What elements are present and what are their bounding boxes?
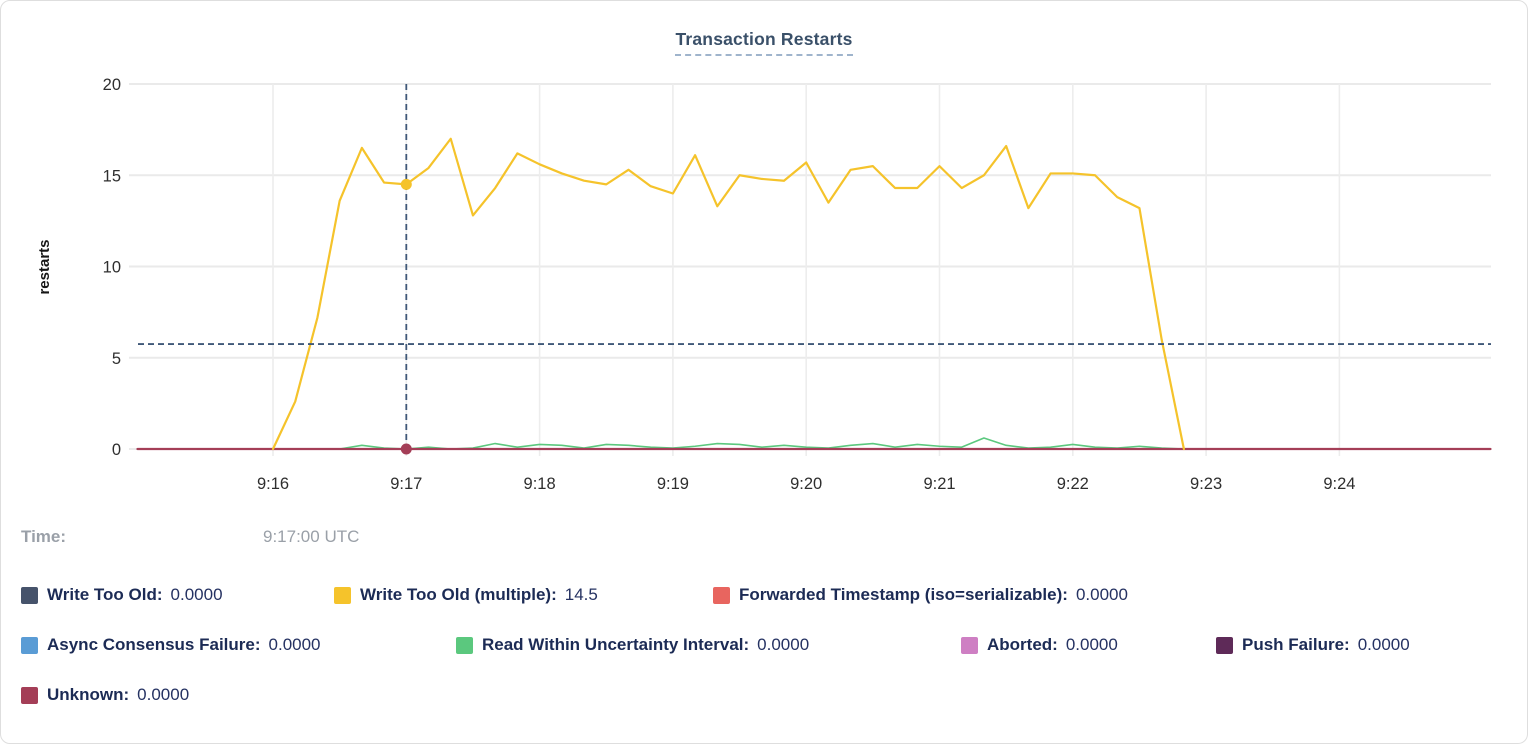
hover-dot-write-too-old-multiple <box>400 178 412 190</box>
x-tick-label: 9:19 <box>657 475 689 493</box>
legend-label: Push Failure: <box>1242 635 1350 654</box>
time-label: Time: <box>21 527 67 546</box>
legend-label: Forwarded Timestamp (iso=serializable): <box>739 585 1068 604</box>
legend-swatch-forwarded-timestamp-iso-serializable <box>713 586 730 604</box>
series-line-read-within-uncertainty-interval <box>338 437 1185 450</box>
y-tick-label: 5 <box>112 350 121 368</box>
x-tick-label: 9:24 <box>1323 475 1355 493</box>
legend-value: 14.5 <box>564 585 598 604</box>
x-tick-label: 9:16 <box>257 475 289 493</box>
legend-item-unknown: Unknown: 0.0000 <box>21 685 189 705</box>
legend-swatch-write-too-old-multiple <box>334 586 351 604</box>
x-tick-label: 9:20 <box>790 475 822 493</box>
y-tick-label: 15 <box>103 167 121 185</box>
legend-item-aborted: Aborted: 0.0000 <box>961 635 1118 655</box>
legend-swatch-async-consensus-failure <box>21 636 38 654</box>
hover-time-row: Time: 9:17:00 UTC <box>1 527 1527 553</box>
hover-dot-unknown <box>400 443 412 455</box>
legend-item-write-too-old-multiple: Write Too Old (multiple): 14.5 <box>334 585 598 605</box>
x-tick-label: 9:18 <box>524 475 556 493</box>
x-tick-label: 9:22 <box>1057 475 1089 493</box>
legend-label: Async Consensus Failure: <box>47 635 261 654</box>
legend-row: Unknown: 0.0000 <box>1 685 1527 715</box>
y-tick-label: 20 <box>103 76 121 94</box>
legend-value: 0.0000 <box>1065 635 1118 654</box>
series-line-write-too-old-multiple <box>271 137 1185 451</box>
x-tick-label: 9:21 <box>923 475 955 493</box>
transaction-restarts-chart[interactable]: 0 5 10 15 20 9:16 9:17 9:18 9:19 9:20 9:21 9:22 9:23… <box>1 1 1528 521</box>
legend-value: 0.0000 <box>757 635 810 654</box>
chart-header: Transaction Restarts <box>1 29 1527 56</box>
y-axis-title: restarts <box>36 239 53 294</box>
legend-swatch-read-within-uncertainty-interval <box>456 636 473 654</box>
legend-item-read-within-uncertainty-interval: Read Within Uncertainty Interval: 0.0000 <box>456 635 809 655</box>
legend-row: Async Consensus Failure: 0.0000 Read Withi… <box>1 635 1527 665</box>
legend-item-async-consensus-failure: Async Consensus Failure: 0.0000 <box>21 635 321 655</box>
legend-value: 0.0000 <box>137 685 190 704</box>
x-tick-label: 9:17 <box>390 475 422 493</box>
chart-title[interactable]: Transaction Restarts <box>675 29 853 56</box>
legend-value: 0.0000 <box>170 585 223 604</box>
legend-item-forwarded-timestamp-iso-serializable: Forwarded Timestamp (iso=serializable): 0… <box>713 585 1128 605</box>
legend-swatch-push-failure <box>1216 636 1233 654</box>
legend-item-write-too-old: Write Too Old: 0.0000 <box>21 585 223 605</box>
y-tick-label: 0 <box>112 441 121 459</box>
legend-swatch-write-too-old <box>21 586 38 604</box>
legend-item-push-failure: Push Failure: 0.0000 <box>1216 635 1410 655</box>
legend-swatch-unknown <box>21 686 38 704</box>
legend-label: Read Within Uncertainty Interval: <box>482 635 750 654</box>
legend-label: Write Too Old: <box>47 585 163 604</box>
x-tick-label: 9:23 <box>1190 475 1222 493</box>
legend-label: Write Too Old (multiple): <box>360 585 557 604</box>
legend-value: 0.0000 <box>268 635 321 654</box>
legend-label: Unknown: <box>47 685 130 704</box>
legend-row: Write Too Old: 0.0000 Write Too Old (multi… <box>1 585 1527 615</box>
legend-value: 0.0000 <box>1357 635 1410 654</box>
legend-label: Aborted: <box>987 635 1058 654</box>
y-tick-label: 10 <box>103 259 121 277</box>
legend-value: 0.0000 <box>1075 585 1128 604</box>
time-value: 9:17:00 UTC <box>263 527 360 546</box>
legend-swatch-aborted <box>961 636 978 654</box>
